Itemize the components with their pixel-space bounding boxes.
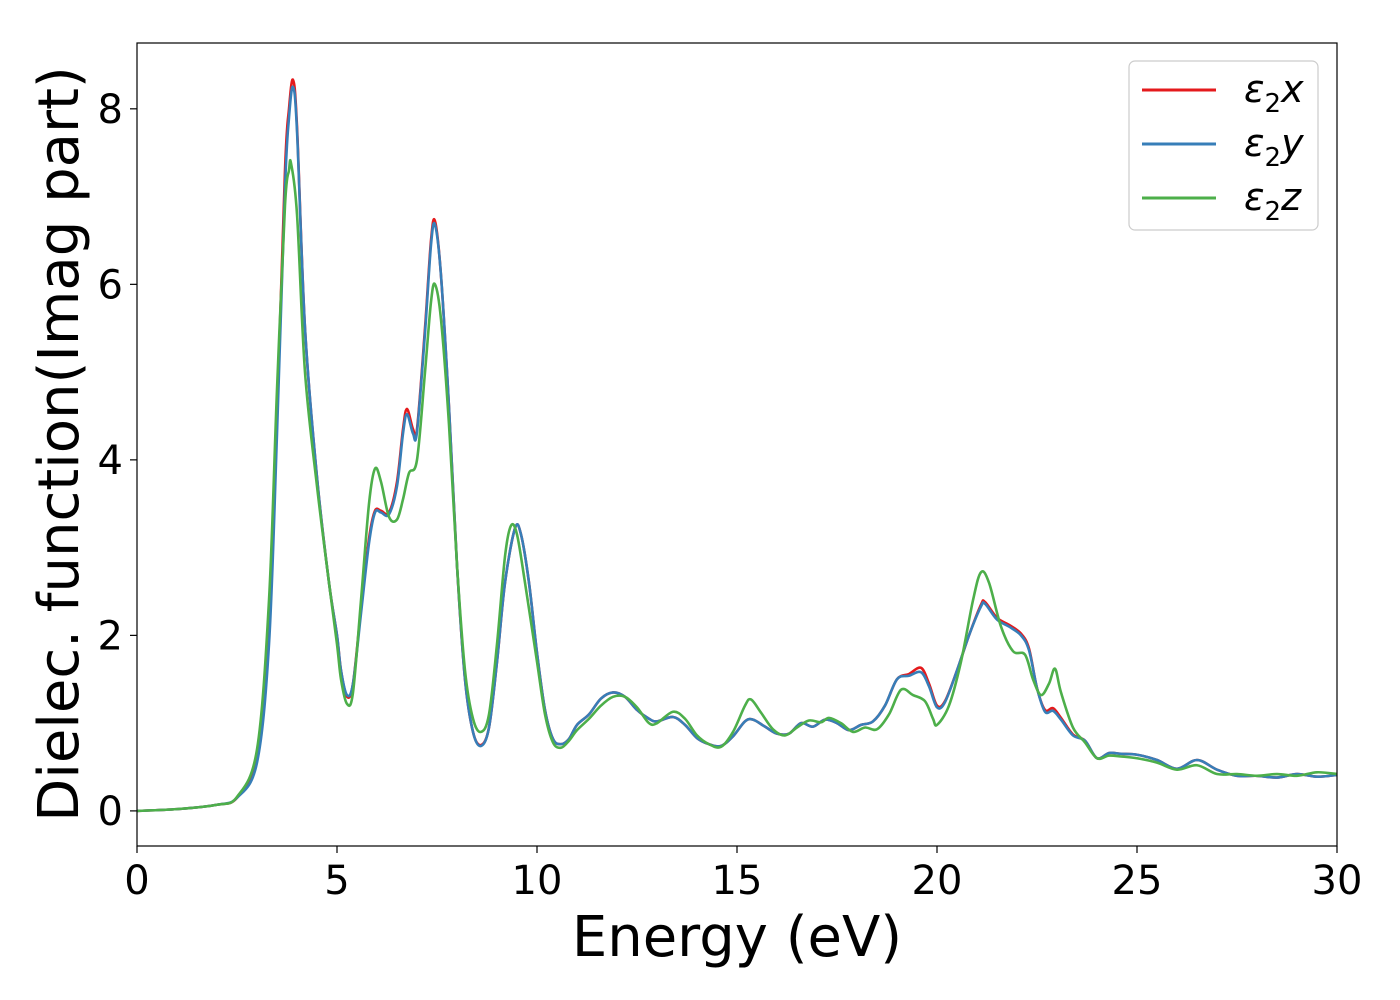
x-tick-label: 25 xyxy=(1112,858,1163,904)
x-tick-label: 15 xyxy=(712,858,763,904)
x-tick-label: 10 xyxy=(512,858,563,904)
x-tick-label: 30 xyxy=(1312,858,1363,904)
x-tick-label: 0 xyxy=(124,858,149,904)
legend-label-x: ε2x xyxy=(1244,67,1304,119)
legend-label-z: ε2z xyxy=(1244,175,1302,227)
legend-frame xyxy=(1128,60,1319,231)
y-tick-label: 8 xyxy=(98,87,123,133)
legend-label-y: ε2y xyxy=(1244,121,1304,173)
y-tick-label: 4 xyxy=(98,438,123,484)
x-axis-ticks: 0 5 10 15 20 25 30 xyxy=(124,846,1362,904)
series-layer xyxy=(136,78,1338,813)
y-tick-label: 0 xyxy=(98,789,123,835)
x-tick-label: 20 xyxy=(912,858,963,904)
y-axis-ticks: 0 2 4 6 8 xyxy=(98,87,137,835)
y-axis-label: Dielec. function(Imag part) xyxy=(27,66,92,822)
x-axis-label: Energy (eV) xyxy=(572,905,902,970)
x-tick-label: 5 xyxy=(324,858,349,904)
y-tick-label: 6 xyxy=(98,262,123,308)
series-line-z xyxy=(136,158,1338,813)
y-tick-label: 2 xyxy=(98,613,123,659)
